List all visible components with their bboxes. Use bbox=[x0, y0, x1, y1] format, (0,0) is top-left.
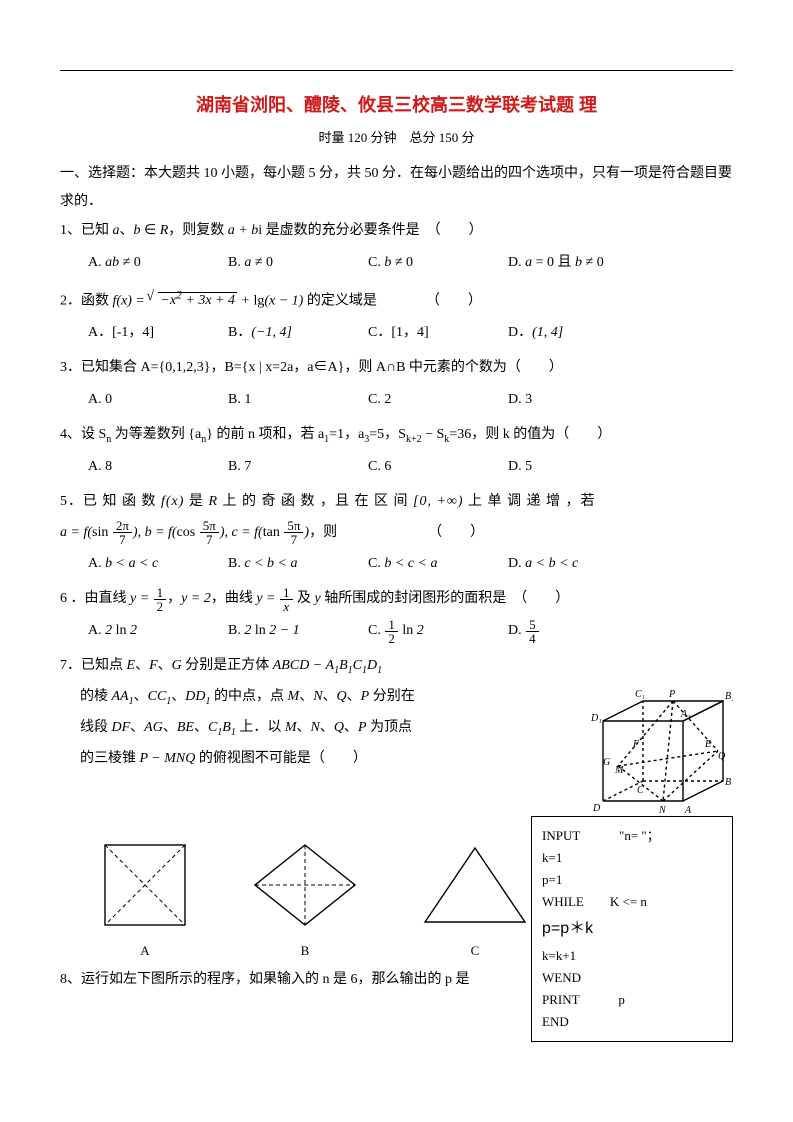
cube-svg: A B B₁ A₁ D C C₁ D₁ P G M F E Q N bbox=[563, 651, 733, 821]
q4-opt-b: B. 7 bbox=[228, 453, 368, 481]
q7-l4: 的三棱锥 P − MNQ 的俯视图不可能是（ ） bbox=[60, 744, 543, 775]
q5-stem-1: 5．已 知 函 数 f(x) 是 R 上 的 奇 函 数 ，且 在 区 间 [0… bbox=[60, 487, 733, 518]
q6-options: A. 2 ln 2 B. 2 ln 2 − 1 C. 12 ln 2 D. 54 bbox=[88, 617, 733, 645]
q7-cube: A B B₁ A₁ D C C₁ D₁ P G M F E Q N bbox=[563, 651, 733, 826]
q7-l1: 7．已知点 E、F、G 分别是正方体 ABCD − A1B1C1D1 bbox=[60, 651, 543, 682]
svg-text:A₁: A₁ bbox=[680, 709, 691, 720]
q4-opt-d: D. 5 bbox=[508, 453, 648, 481]
code-l9: END bbox=[542, 1011, 722, 1033]
program-code-box: INPUT "n= "； k=1 p=1 WHILE K <= n p=p＊k … bbox=[531, 816, 733, 1042]
q7-row: 7．已知点 E、F、G 分别是正方体 ABCD − A1B1C1D1 的棱 AA… bbox=[60, 651, 733, 826]
shape-c: C bbox=[420, 840, 530, 959]
shape-b: B bbox=[250, 840, 360, 959]
q6-opt-b: B. 2 ln 2 − 1 bbox=[228, 617, 368, 645]
q4-opt-a: A. 8 bbox=[88, 453, 228, 481]
q5-stem-2: a = f(sin 2π7), b = f(cos 5π7), c = f(ta… bbox=[60, 518, 733, 549]
q1-opt-b: B. a ≠ 0 bbox=[228, 249, 368, 277]
svg-text:C: C bbox=[637, 785, 644, 796]
code-l4: WHILE K <= n bbox=[542, 891, 722, 913]
svg-text:E: E bbox=[704, 739, 711, 750]
section-1-desc: 一、选择题：本大题共 10 小题，每小题 5 分，共 50 分．在每小题给出的四… bbox=[60, 160, 733, 216]
q2-opt-c: C．[1，4] bbox=[368, 319, 508, 347]
q6-opt-a: A. 2 ln 2 bbox=[88, 617, 228, 645]
q1-options: A. ab ≠ 0 B. a ≠ 0 C. b ≠ 0 D. a = 0 且 b… bbox=[88, 249, 733, 277]
q1-opt-d: D. a = 0 且 b ≠ 0 bbox=[508, 249, 688, 277]
q4-options: A. 8 B. 7 C. 6 D. 5 bbox=[88, 453, 733, 481]
shape-b-label: B bbox=[250, 943, 360, 959]
q7-l2: 的棱 AA1、CC1、DD1 的中点，点 M、N、Q、P 分别在 bbox=[60, 682, 543, 713]
shape-c-label: C bbox=[420, 943, 530, 959]
code-l8: PRINT p bbox=[542, 989, 722, 1011]
svg-text:C₁: C₁ bbox=[635, 689, 645, 700]
shape-b-svg bbox=[250, 840, 360, 930]
q2-opt-a: A．[-1，4] bbox=[88, 319, 228, 347]
code-l5: p=p＊k bbox=[542, 913, 722, 944]
q5-options: A. b < a < c B. c < b < a C. b < c < a D… bbox=[88, 550, 733, 578]
q7-text: 7．已知点 E、F、G 分别是正方体 ABCD − A1B1C1D1 的棱 AA… bbox=[60, 651, 543, 774]
q3-stem: 3．已知集合 A={0,1,2,3}，B={x | x=2a，a∈A}，则 A∩… bbox=[60, 353, 733, 384]
q5-f1-den: 7 bbox=[113, 533, 132, 546]
code-l6: k=k+1 bbox=[542, 945, 722, 967]
q8-stem: 8、运行如左下图所示的程序，如果输入的 n 是 6，那么输出的 p 是 bbox=[60, 965, 520, 996]
q4-stem: 4、设 Sn 为等差数列 {an} 的前 n 项和，若 a1=1，a3=5，Sk… bbox=[60, 420, 733, 451]
svg-text:D: D bbox=[592, 803, 601, 814]
q5-opt-b: B. c < b < a bbox=[228, 550, 368, 578]
q2-opt-d: D．(1, 4] bbox=[508, 319, 648, 347]
top-rule bbox=[60, 70, 733, 71]
q2-options: A．[-1，4] B．(−1, 4] C．[1，4] D．(1, 4] bbox=[88, 319, 733, 347]
q6-opt-d: D. 54 bbox=[508, 617, 648, 645]
svg-text:N: N bbox=[658, 805, 667, 816]
q3-opt-c: C. 2 bbox=[368, 386, 508, 414]
shape-a: A bbox=[100, 840, 190, 959]
shape-c-svg bbox=[420, 840, 530, 930]
shape-a-label: A bbox=[100, 943, 190, 959]
svg-text:P: P bbox=[668, 689, 675, 700]
svg-text:D₁: D₁ bbox=[590, 713, 602, 724]
q5-f3-den: 7 bbox=[284, 533, 303, 546]
svg-text:B₁: B₁ bbox=[725, 691, 733, 702]
svg-text:A: A bbox=[684, 805, 692, 816]
q1-text: 1、已知 a、b ∈ R，则复数 a + bi 是虚数的充分必要条件是 （ ） bbox=[60, 223, 483, 238]
page-title: 湖南省浏阳、醴陵、攸县三校高三数学联考试题 理 bbox=[60, 91, 733, 117]
q5-f2-num: 5π bbox=[200, 519, 219, 533]
q5-f2-den: 7 bbox=[200, 533, 219, 546]
q6-stem: 6 ．由直线 y = 12，y = 2，曲线 y = 1x 及 y 轴所围成的封… bbox=[60, 584, 733, 615]
q1-opt-a: A. ab ≠ 0 bbox=[88, 249, 228, 277]
exam-page: 湖南省浏阳、醴陵、攸县三校高三数学联考试题 理 时量 120 分钟 总分 150… bbox=[0, 0, 793, 1122]
svg-text:M: M bbox=[614, 765, 624, 776]
q6-opt-c: C. 12 ln 2 bbox=[368, 617, 508, 645]
svg-text:Q: Q bbox=[718, 751, 726, 762]
q5-f3-num: 5π bbox=[284, 519, 303, 533]
code-l2: k=1 bbox=[542, 847, 722, 869]
svg-text:G: G bbox=[603, 757, 610, 768]
q4-opt-c: C. 6 bbox=[368, 453, 508, 481]
svg-text:F: F bbox=[632, 739, 640, 750]
q3-opt-b: B. 1 bbox=[228, 386, 368, 414]
q5-f1-num: 2π bbox=[113, 519, 132, 533]
q2-opt-b: B．(−1, 4] bbox=[228, 319, 368, 347]
q1-opt-c: C. b ≠ 0 bbox=[368, 249, 508, 277]
shape-a-svg bbox=[100, 840, 190, 930]
q3-opt-d: D. 3 bbox=[508, 386, 648, 414]
q1-stem: 1、已知 a、b ∈ R，则复数 a + bi 是虚数的充分必要条件是 （ ） bbox=[60, 216, 733, 247]
page-subtitle: 时量 120 分钟 总分 150 分 bbox=[60, 127, 733, 146]
code-l3: p=1 bbox=[542, 869, 722, 891]
q3-options: A. 0 B. 1 C. 2 D. 3 bbox=[88, 386, 733, 414]
code-l1: INPUT "n= "； bbox=[542, 825, 722, 847]
code-l7: WEND bbox=[542, 967, 722, 989]
q2-stem: 2．函数 f(x) = −x2 + 3x + 4 + lg(x − 1) 的定义… bbox=[60, 283, 733, 317]
svg-text:B: B bbox=[725, 777, 731, 788]
q5-opt-d: D. a < b < c bbox=[508, 550, 648, 578]
q3-opt-a: A. 0 bbox=[88, 386, 228, 414]
q5-opt-c: C. b < c < a bbox=[368, 550, 508, 578]
q7-l3: 线段 DF、AG、BE、C1B1 上．以 M、N、Q、P 为顶点 bbox=[60, 713, 543, 744]
q5-opt-a: A. b < a < c bbox=[88, 550, 228, 578]
